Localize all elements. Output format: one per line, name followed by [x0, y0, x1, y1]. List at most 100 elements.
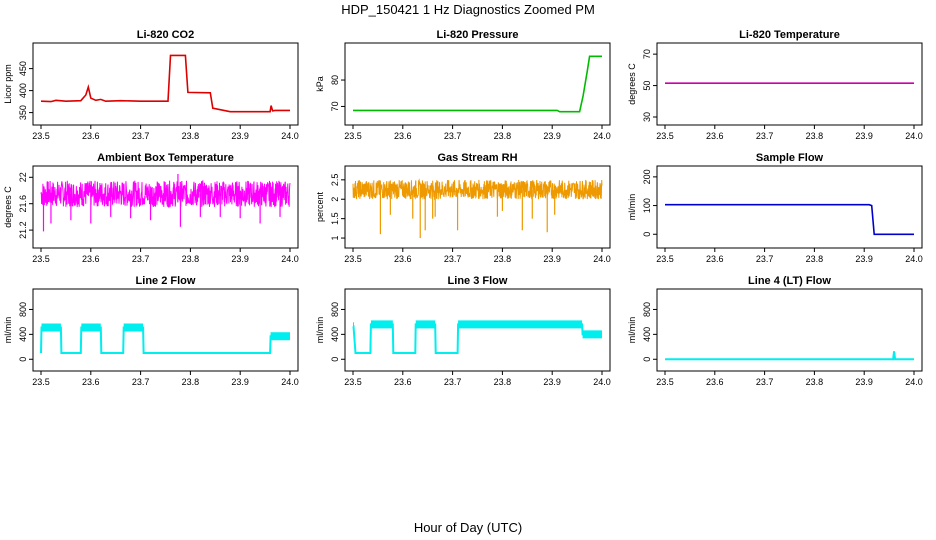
x-tick-label: 23.9: [543, 131, 561, 141]
y-axis-label: degrees C: [3, 186, 13, 228]
x-tick-label: 23.5: [32, 254, 50, 264]
series-noise-band: [370, 320, 393, 329]
x-tick-label: 24.0: [593, 131, 611, 141]
y-tick-label: 100: [642, 198, 652, 213]
x-tick-label: 23.5: [344, 131, 362, 141]
series-line: [665, 351, 914, 361]
x-tick-label: 23.8: [182, 131, 200, 141]
x-tick-label: 23.7: [756, 377, 774, 387]
y-tick-label: 0: [642, 357, 652, 362]
x-tick-label: 23.9: [855, 254, 873, 264]
y-tick-label: 70: [330, 101, 340, 111]
x-tick-label: 23.7: [444, 131, 462, 141]
x-tick-label: 23.6: [82, 254, 100, 264]
x-tick-label: 23.9: [855, 377, 873, 387]
x-tick-label: 23.7: [444, 254, 462, 264]
x-tick-label: 24.0: [905, 254, 923, 264]
x-tick-label: 23.8: [494, 377, 512, 387]
x-tick-label: 23.7: [132, 377, 150, 387]
y-tick-label: 400: [642, 327, 652, 342]
figure-title: HDP_150421 1 Hz Diagnostics Zoomed PM: [341, 2, 595, 17]
panel-7: Line 2 Flow ml/min 23.5 23.6 23.7 23.8 23.9 24.…: [3, 275, 299, 387]
y-tick-label: 70: [642, 49, 652, 59]
panel-1: Li-820 CO2 Licor ppm 23.5 23.6 23.7 23.8 23.9 2…: [3, 29, 299, 141]
x-tick-label: 24.0: [593, 254, 611, 264]
panel-title: Sample Flow: [756, 152, 824, 164]
x-tick-label: 23.6: [706, 254, 724, 264]
plot-frame: [656, 42, 923, 126]
y-tick-label: 50: [642, 81, 652, 91]
y-axis-label: degrees C: [627, 63, 637, 105]
plot-frame: [344, 288, 611, 372]
x-tick-label: 23.5: [32, 131, 50, 141]
y-tick-label: 21.6: [18, 195, 28, 213]
panel-8: Line 3 Flow ml/min 23.5 23.6 23.7 23.8 23.9 24.…: [315, 275, 611, 387]
x-tick-label: 24.0: [281, 254, 299, 264]
x-tick-label: 23.7: [132, 131, 150, 141]
x-tick-label: 23.6: [394, 377, 412, 387]
x-tick-label: 23.5: [656, 254, 674, 264]
x-tick-label: 23.6: [706, 377, 724, 387]
y-tick-label: 400: [330, 327, 340, 342]
y-axis-label: Licor ppm: [3, 64, 13, 104]
x-tick-label: 24.0: [281, 131, 299, 141]
x-tick-label: 23.9: [855, 131, 873, 141]
panel-6: Sample Flow ml/min 23.5 23.6 23.7 23.8 23.9 24.…: [627, 152, 923, 264]
y-tick-label: 450: [18, 61, 28, 76]
y-tick-label: 2: [330, 197, 340, 202]
y-tick-label: 800: [642, 302, 652, 317]
x-tick-label: 23.9: [231, 377, 249, 387]
x-tick-label: 23.8: [494, 131, 512, 141]
x-tick-label: 23.5: [32, 377, 50, 387]
y-axis-label: kPa: [315, 76, 325, 92]
x-tick-label: 23.9: [543, 254, 561, 264]
y-tick-label: 400: [18, 83, 28, 98]
panel-title: Line 2 Flow: [136, 275, 196, 287]
series-noise-band: [458, 320, 583, 329]
x-tick-label: 23.6: [706, 131, 724, 141]
panels-grid: Li-820 CO2 Licor ppm 23.5 23.6 23.7 23.8 23.9 2…: [3, 29, 923, 387]
x-tick-label: 23.8: [806, 131, 824, 141]
y-tick-label: 30: [642, 112, 652, 122]
x-tick-label: 23.7: [756, 254, 774, 264]
y-tick-label: 21.2: [18, 221, 28, 239]
x-tick-label: 23.5: [344, 377, 362, 387]
series-noise-band: [415, 320, 436, 329]
plot-frame: [32, 42, 299, 126]
x-tick-label: 24.0: [593, 377, 611, 387]
series-noise-band: [123, 323, 144, 332]
series-noise-band: [81, 323, 101, 332]
plot-frame: [656, 288, 923, 372]
x-tick-label: 23.5: [656, 377, 674, 387]
y-tick-label: 800: [18, 302, 28, 317]
y-tick-label: 2.5: [330, 174, 340, 187]
figure-xlabel: Hour of Day (UTC): [414, 520, 522, 535]
series-line: [352, 178, 603, 201]
panel-title: Line 3 Flow: [448, 275, 508, 287]
panel-title: Li-820 Pressure: [437, 29, 519, 41]
plot-frame: [32, 165, 299, 249]
x-tick-label: 24.0: [281, 377, 299, 387]
plot-frame: [344, 42, 611, 126]
series-line: [40, 179, 291, 208]
panel-title: Li-820 CO2: [137, 29, 194, 41]
x-tick-label: 23.6: [394, 254, 412, 264]
series-line: [665, 203, 914, 236]
x-tick-label: 24.0: [905, 377, 923, 387]
panel-9: Line 4 (LT) Flow ml/min 23.5 23.6 23.7 23.8 23…: [627, 275, 923, 387]
y-tick-label: 200: [642, 169, 652, 184]
y-axis-label: percent: [315, 191, 325, 222]
x-tick-label: 23.8: [806, 377, 824, 387]
plot-frame: [344, 165, 611, 249]
series-noise-band: [270, 332, 290, 341]
x-tick-label: 23.7: [756, 131, 774, 141]
plot-frame: [656, 165, 923, 249]
y-tick-label: 400: [18, 327, 28, 342]
panel-title: Li-820 Temperature: [739, 29, 840, 41]
y-tick-label: 0: [330, 357, 340, 362]
y-axis-label: ml/min: [627, 194, 637, 221]
x-tick-label: 23.6: [394, 131, 412, 141]
panel-3: Li-820 Temperature degrees C 23.5 23.6 23.7 2…: [627, 29, 923, 141]
series-line: [353, 55, 602, 113]
